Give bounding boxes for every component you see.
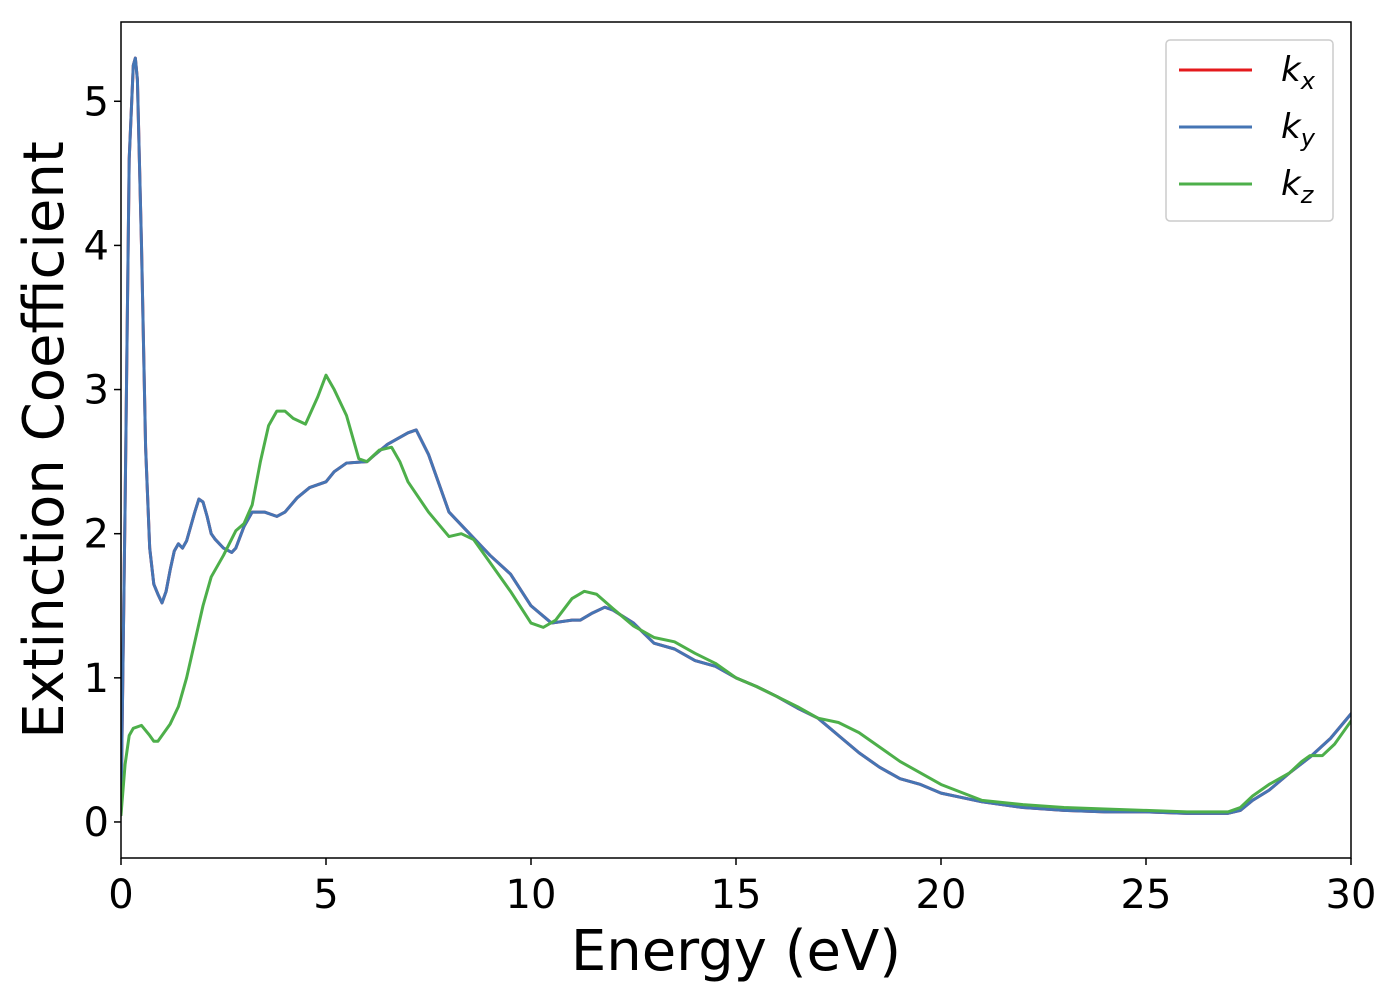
- series-line-kz: [121, 373, 1351, 817]
- y-tick-label: 1: [84, 656, 109, 702]
- y-tick-label: 5: [84, 79, 109, 125]
- y-tick-label: 4: [84, 223, 109, 269]
- x-tick-label: 30: [1326, 872, 1377, 918]
- y-tick-label: 3: [84, 368, 109, 414]
- y-tick-label: 2: [84, 512, 109, 558]
- x-tick-label: 20: [916, 872, 967, 918]
- x-axis-label: Energy (eV): [571, 919, 901, 984]
- y-axis-label: Extinction Coefficient: [12, 141, 77, 739]
- x-tick-label: 15: [711, 872, 762, 918]
- y-axis-ticks: 0 1 2 3 4 5: [84, 79, 121, 846]
- x-tick-label: 10: [506, 872, 557, 918]
- x-axis-ticks: 0 5 10 15 20 25 30: [108, 858, 1376, 918]
- x-tick-label: 25: [1121, 872, 1172, 918]
- y-tick-label: 0: [84, 800, 109, 846]
- legend-box: [1165, 39, 1334, 222]
- series-layer: [121, 56, 1351, 817]
- x-tick-label: 0: [108, 872, 133, 918]
- series-line-ky: [121, 56, 1351, 817]
- x-tick-label: 5: [313, 872, 338, 918]
